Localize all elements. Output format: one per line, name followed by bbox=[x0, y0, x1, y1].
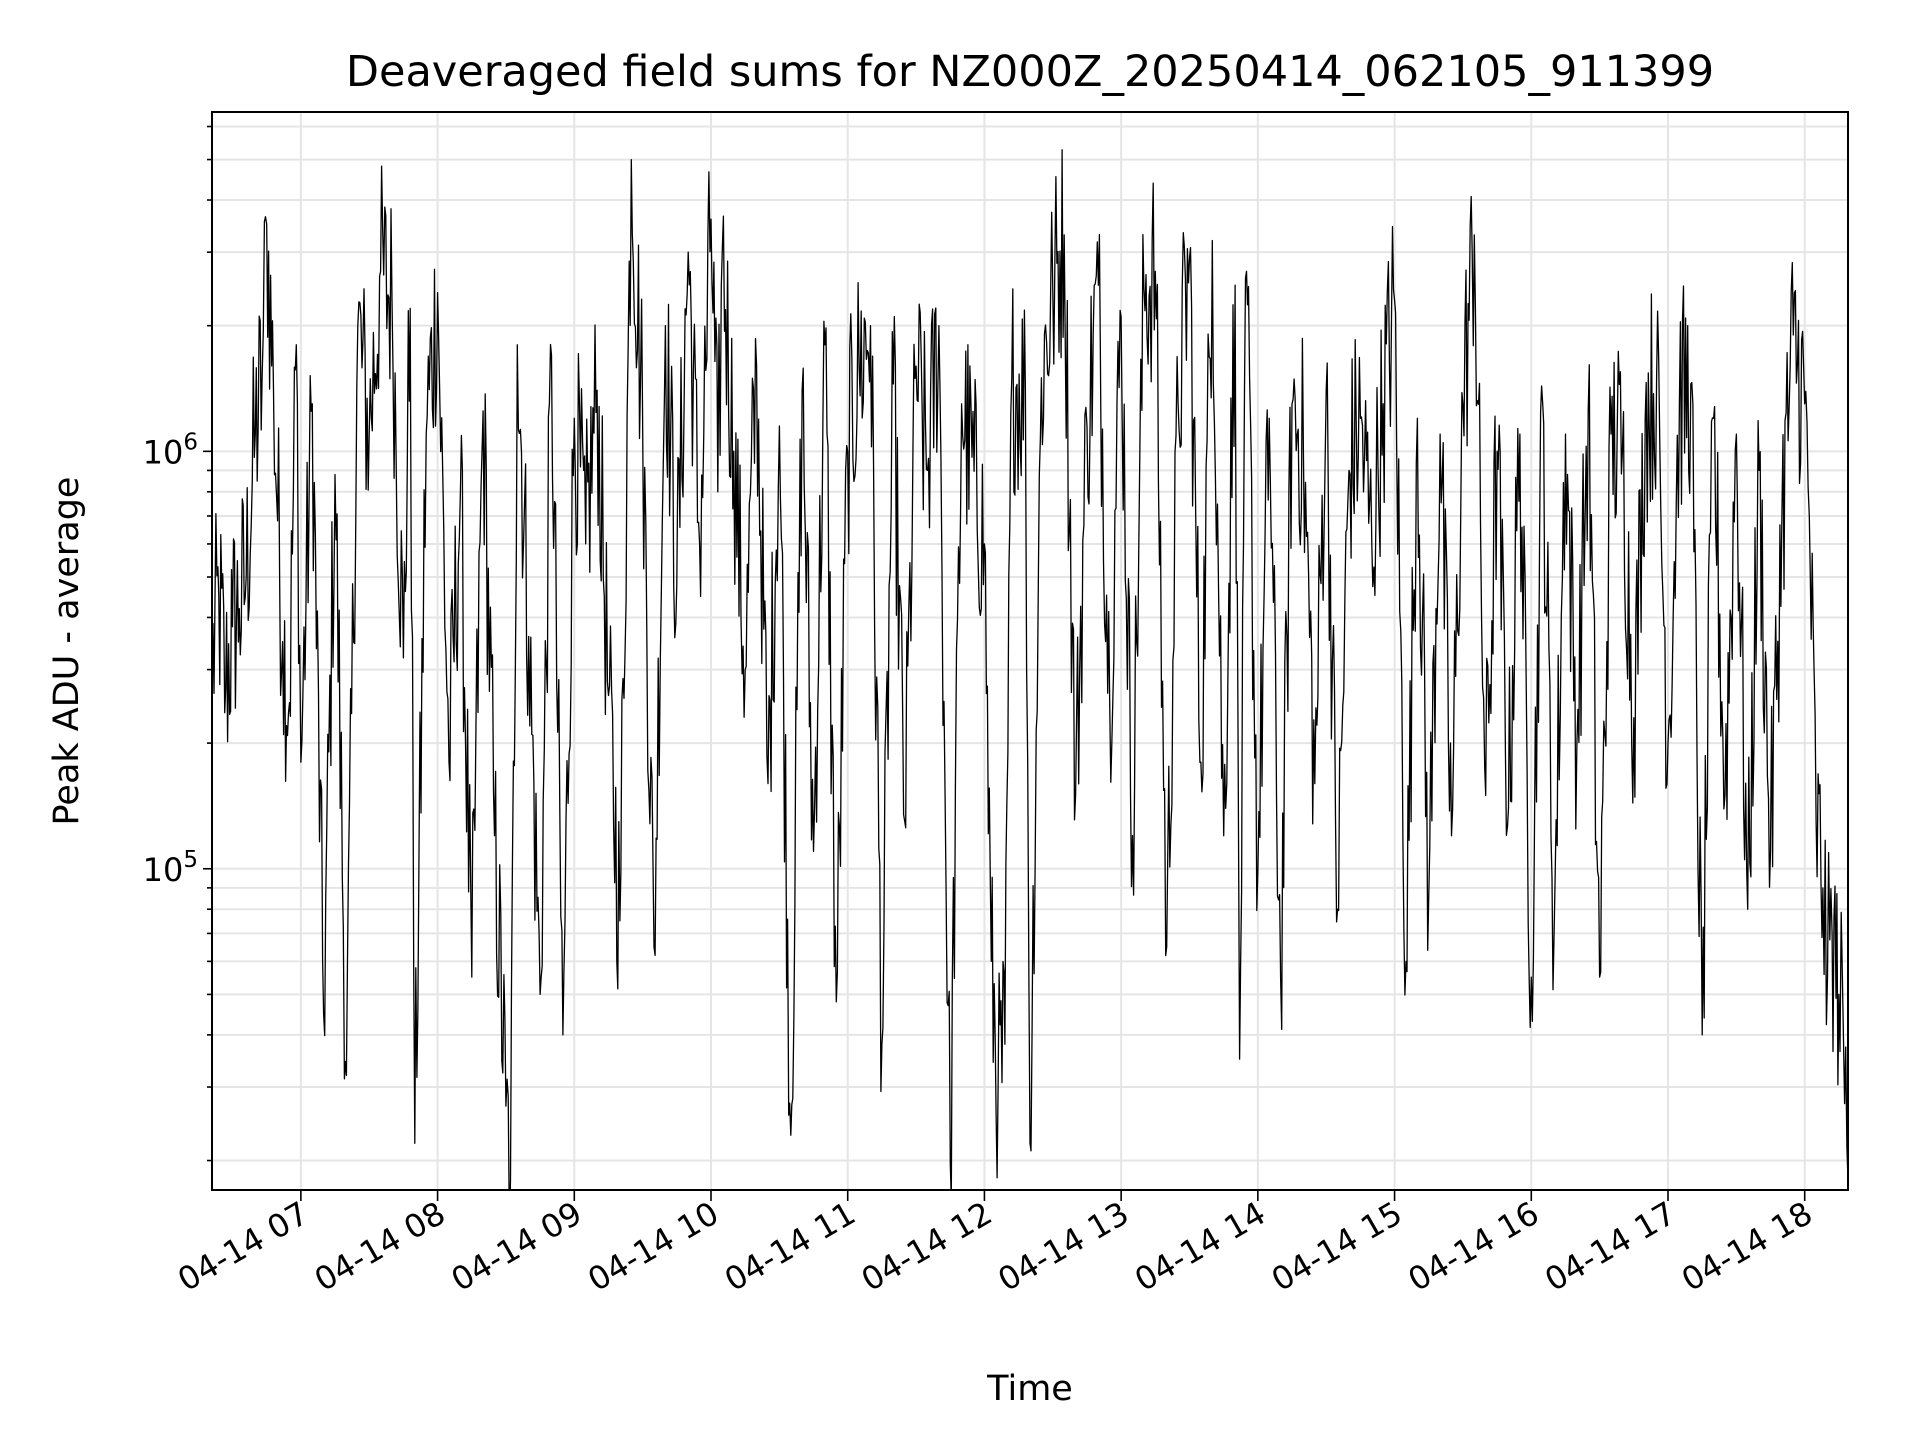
chart-title: Deaveraged field sums for NZ000Z_2025041… bbox=[346, 47, 1714, 97]
y-tick-label: 105 bbox=[143, 847, 198, 889]
y-axis-label: Peak ADU - average bbox=[47, 477, 87, 826]
series-line bbox=[212, 149, 1848, 1190]
series-layer bbox=[212, 149, 1848, 1190]
y-tick-label: 106 bbox=[143, 429, 198, 471]
x-axis-label: Time bbox=[986, 1369, 1073, 1409]
y-axis: 105 106 bbox=[143, 125, 212, 1162]
plot-frame bbox=[211, 111, 1849, 1191]
